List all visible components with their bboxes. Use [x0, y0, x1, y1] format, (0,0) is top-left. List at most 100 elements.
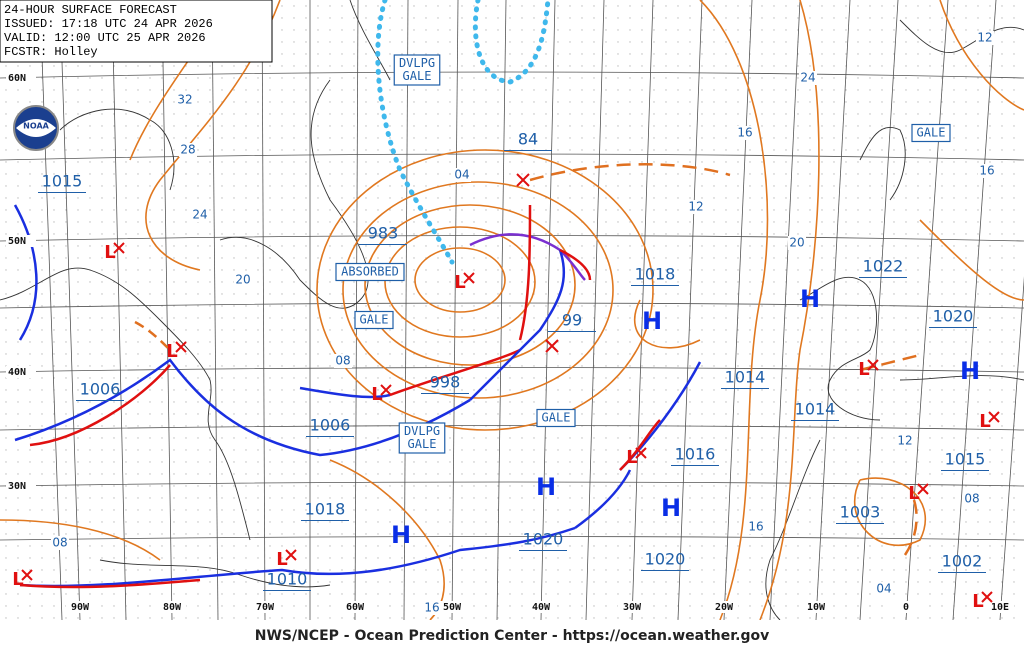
lon-label: 40W — [532, 602, 551, 613]
pressure-underline — [941, 470, 989, 471]
isobar-label-bg — [747, 520, 765, 534]
pressure-underline — [76, 400, 124, 401]
gale-label: GALE — [408, 437, 437, 451]
pressure-label: 1015 — [42, 172, 83, 191]
pressure-label: 1020 — [523, 530, 564, 549]
isobar-label: 16 — [748, 520, 763, 534]
lon-label-box — [251, 601, 279, 613]
gale-box — [354, 310, 394, 330]
lon-label-box — [438, 601, 466, 613]
map-background — [0, 0, 1024, 620]
pressure-label: 1020 — [645, 550, 686, 569]
low-center: L — [858, 359, 869, 380]
forecast-position-cross — [516, 173, 530, 187]
low-center: L — [104, 242, 115, 263]
pressure-label: 1016 — [675, 445, 716, 464]
low-center: L — [454, 272, 465, 293]
lon-label-box — [710, 601, 738, 613]
pressure-label: 1006 — [310, 416, 351, 435]
isobar-label-bg — [234, 273, 252, 287]
lat-label-box — [6, 72, 36, 84]
lat-label-box — [6, 480, 36, 492]
low-cross — [867, 359, 879, 371]
isobar-label: 04 — [876, 582, 891, 596]
isobar-label-bg — [51, 536, 69, 550]
isobar-label-bg — [453, 168, 471, 182]
isobar-label: 16 — [737, 126, 752, 140]
pressure-underline — [859, 277, 907, 278]
isobar-label: 04 — [454, 168, 469, 182]
low-center: L — [166, 341, 177, 362]
isobar-label-bg — [687, 200, 705, 214]
pressure-underline — [641, 570, 689, 571]
gale-box — [393, 54, 441, 86]
lat-label: 60N — [8, 73, 26, 84]
isobar-label: 12 — [977, 31, 992, 45]
low-center: L — [979, 411, 990, 432]
lon-label: 10W — [807, 602, 826, 613]
isobar-label: 16 — [424, 601, 439, 615]
gale-box — [335, 262, 405, 282]
pressure-underline — [671, 465, 719, 466]
low-center: L — [12, 569, 23, 590]
gale-box — [911, 123, 951, 143]
gale-box — [536, 408, 576, 428]
isobar-label: 12 — [688, 200, 703, 214]
footer-band — [0, 620, 1024, 652]
isobar-label-bg — [963, 492, 981, 506]
isobar-label: 16 — [979, 164, 994, 178]
low-cross — [175, 341, 187, 353]
pressure-underline — [504, 150, 552, 151]
header-line: 24-HOUR SURFACE FORECAST — [4, 3, 177, 17]
isobar-label: 08 — [335, 354, 350, 368]
gale-label: DVLPG — [399, 56, 435, 70]
isobar-label: 20 — [235, 273, 250, 287]
isobar-label: 32 — [177, 93, 192, 107]
lon-label-box — [892, 601, 920, 613]
lat-label-box — [6, 235, 36, 247]
pressure-label: 1014 — [795, 400, 836, 419]
isobar-label: 12 — [897, 434, 912, 448]
pressure-label: 998 — [430, 373, 461, 392]
gale-label: DVLPG — [404, 424, 440, 438]
pressure-underline — [836, 523, 884, 524]
isobar-label: 24 — [800, 71, 815, 85]
graticule — [0, 0, 1024, 621]
lon-label: 80W — [163, 602, 182, 613]
lon-label: 70W — [256, 602, 275, 613]
low-center: L — [276, 549, 287, 570]
pressure-label: 1003 — [840, 503, 881, 522]
lon-label: 0 — [903, 602, 909, 613]
low-center: L — [371, 384, 382, 405]
lat-label-box — [6, 366, 36, 378]
low-cross — [463, 272, 475, 284]
pressure-underline — [519, 550, 567, 551]
high-center: H — [391, 521, 411, 549]
isobar-label-bg — [191, 208, 209, 222]
lon-label: 10E — [991, 602, 1009, 613]
lon-label-box — [618, 601, 646, 613]
pressure-underline — [631, 285, 679, 286]
footer-credit: NWS/NCEP - Ocean Prediction Center - htt… — [255, 628, 770, 644]
low-cross — [981, 591, 993, 603]
isobar-label-bg — [799, 71, 817, 85]
isobar-label-bg — [875, 582, 893, 596]
isobar-label-bg — [978, 164, 996, 178]
pressure-label: 99 — [562, 311, 582, 330]
low-center: L — [972, 591, 983, 612]
lon-label-box — [66, 601, 94, 613]
pressure-label: 1015 — [945, 450, 986, 469]
isobar-label-bg — [334, 354, 352, 368]
noaa-logo-gull — [16, 119, 56, 137]
lat-label: 30N — [8, 481, 26, 492]
isobar-label-bg — [736, 126, 754, 140]
pressure-underline — [421, 393, 469, 394]
pressure-underline — [263, 590, 311, 591]
pressure-label: 84 — [518, 130, 538, 149]
high-center: H — [642, 307, 662, 335]
fronts — [13, 163, 921, 589]
lon-label: 90W — [71, 602, 90, 613]
isobar-label: 08 — [964, 492, 979, 506]
lon-label-box — [158, 601, 186, 613]
